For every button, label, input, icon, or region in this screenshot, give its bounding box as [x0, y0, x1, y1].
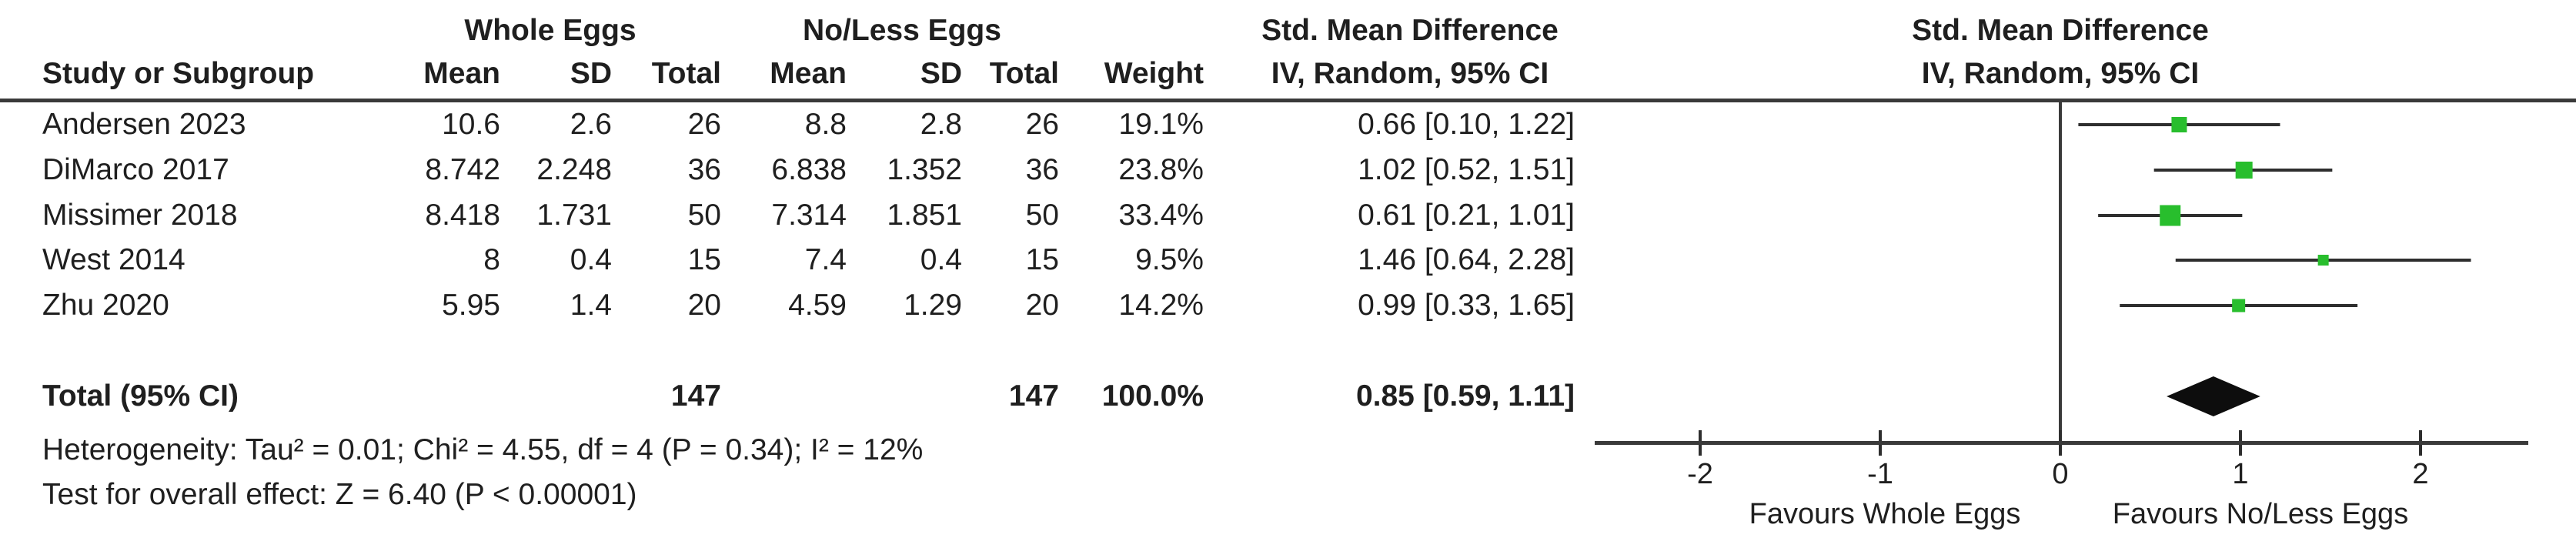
total1-cell: 26	[687, 108, 721, 141]
total2-cell: 50	[1025, 199, 1059, 232]
table-row: Zhu 2020 5.95 1.4 20 4.59 1.29 20 14.2% 0.99 [0.…	[0, 287, 2576, 324]
study-name: Andersen 2023	[42, 108, 246, 141]
sd2-column-header: SD	[920, 57, 962, 90]
sd1-cell: 1.731	[536, 199, 612, 232]
weight-cell: 9.5%	[1135, 243, 1204, 276]
effect-marker	[2171, 117, 2187, 132]
favours-right-label: Favours No/Less Eggs	[2112, 498, 2409, 530]
axis-tick-label: -2	[1687, 458, 1713, 490]
overall-effect-row: Test for overall effect: Z = 6.40 (P < 0…	[0, 476, 2576, 513]
mean2-cell: 6.838	[771, 153, 847, 186]
effect-marker	[2317, 255, 2329, 266]
weight-cell: 33.4%	[1118, 199, 1204, 232]
weight-cell: 19.1%	[1118, 108, 1204, 141]
x-axis-line	[1595, 441, 2528, 445]
axis-tick-label: -1	[1867, 458, 1893, 490]
total1-cell: 20	[687, 289, 721, 322]
weight-column-header: Weight	[1104, 57, 1204, 90]
sd1-cell: 1.4	[570, 289, 612, 322]
total2-cell: 36	[1025, 153, 1059, 186]
total-ci-text: 0.85 [0.59, 1.11]	[1355, 379, 1575, 413]
weight-cell: 23.8%	[1118, 153, 1204, 186]
header-rule	[0, 99, 2576, 102]
total2-cell: 15	[1025, 243, 1059, 276]
group2-header: No/Less Eggs	[803, 14, 1001, 47]
mean1-cell: 8	[483, 243, 500, 276]
zero-effect-line	[2059, 102, 2062, 443]
mean2-cell: 7.4	[804, 243, 847, 276]
heterogeneity-text: Heterogeneity: Tau² = 0.01; Chi² = 4.55,…	[42, 433, 924, 466]
mean1-cell: 8.742	[425, 153, 500, 186]
total1-cell: 36	[687, 153, 721, 186]
total2-sum: 147	[1008, 379, 1059, 413]
sd2-cell: 1.29	[904, 289, 962, 322]
heterogeneity-row: Heterogeneity: Tau² = 0.01; Chi² = 4.55,…	[0, 432, 2576, 469]
mean1-cell: 5.95	[442, 289, 500, 322]
total-weight: 100.0%	[1101, 379, 1204, 413]
ci-cell: 0.99 [0.33, 1.65]	[1358, 289, 1575, 322]
mean2-cell: 8.8	[804, 108, 847, 141]
sd1-cell: 0.4	[570, 243, 612, 276]
weight-cell: 14.2%	[1118, 289, 1204, 322]
axis-tick-label: 2	[2412, 458, 2429, 490]
mean1-column-header: Mean	[423, 57, 500, 90]
total-row: Total (95% CI) 147 147 100.0% 0.85 [0.59…	[0, 378, 2576, 415]
table-row: DiMarco 2017 8.742 2.248 36 6.838 1.352 36 23.8…	[0, 152, 2576, 189]
total1-column-header: Total	[651, 57, 721, 90]
sd1-cell: 2.248	[536, 153, 612, 186]
table-row: Missimer 2018 8.418 1.731 50 7.314 1.851 50 33.…	[0, 197, 2576, 234]
sd2-cell: 1.851	[887, 199, 962, 232]
study-name: Missimer 2018	[42, 199, 238, 232]
effect-marker	[2160, 205, 2181, 226]
sd2-cell: 0.4	[920, 243, 962, 276]
favours-left-label: Favours Whole Eggs	[1749, 498, 2021, 530]
sd2-cell: 1.352	[887, 153, 962, 186]
ci-cell: 1.02 [0.52, 1.51]	[1358, 153, 1575, 186]
axis-tick-label: 0	[2052, 458, 2069, 490]
effect-header-table: Std. Mean Difference	[1261, 14, 1559, 47]
ci-cell: 0.66 [0.10, 1.22]	[1358, 108, 1575, 141]
mean2-column-header: Mean	[770, 57, 847, 90]
axis-tick-label: 1	[2232, 458, 2249, 490]
table-row: West 2014 8 0.4 15 7.4 0.4 15 9.5% 1.46 [0.64, 2…	[0, 242, 2576, 279]
table-header-row-1: Whole Eggs No/Less Eggs Std. Mean Differ…	[0, 12, 2576, 49]
sd2-cell: 2.8	[920, 108, 962, 141]
mean2-cell: 7.314	[771, 199, 847, 232]
effect-header-plot: Std. Mean Difference	[1912, 14, 2209, 47]
group1-header: Whole Eggs	[464, 14, 636, 47]
ci-cell: 1.46 [0.64, 2.28]	[1358, 243, 1575, 276]
effect-marker	[2232, 299, 2246, 312]
mean1-cell: 10.6	[442, 108, 500, 141]
total2-cell: 26	[1025, 108, 1059, 141]
pooled-effect-diamond	[2167, 376, 2260, 416]
total1-sum: 147	[670, 379, 721, 413]
study-name: Zhu 2020	[42, 289, 169, 322]
sd1-column-header: SD	[570, 57, 612, 90]
ci-column-header: IV, Random, 95% CI	[1271, 57, 1549, 90]
sd1-cell: 2.6	[570, 108, 612, 141]
total2-cell: 20	[1025, 289, 1059, 322]
ci-cell: 0.61 [0.21, 1.01]	[1358, 199, 1575, 232]
effect-marker	[2235, 162, 2253, 179]
total1-cell: 15	[687, 243, 721, 276]
total2-column-header: Total	[989, 57, 1059, 90]
ci-header-plot: IV, Random, 95% CI	[1921, 57, 2200, 90]
mean2-cell: 4.59	[788, 289, 847, 322]
mean1-cell: 8.418	[425, 199, 500, 232]
table-row: Andersen 2023 10.6 2.6 26 8.8 2.8 26 19.1% 0.66 …	[0, 106, 2576, 143]
study-name: DiMarco 2017	[42, 153, 229, 186]
total1-cell: 50	[687, 199, 721, 232]
overall-effect-text: Test for overall effect: Z = 6.40 (P < 0…	[42, 478, 637, 511]
total-label: Total (95% CI)	[42, 379, 239, 413]
table-header-row-2: Study or Subgroup Mean SD Total Mean SD …	[0, 55, 2576, 92]
study-name: West 2014	[42, 243, 185, 276]
study-column-header: Study or Subgroup	[42, 57, 315, 90]
